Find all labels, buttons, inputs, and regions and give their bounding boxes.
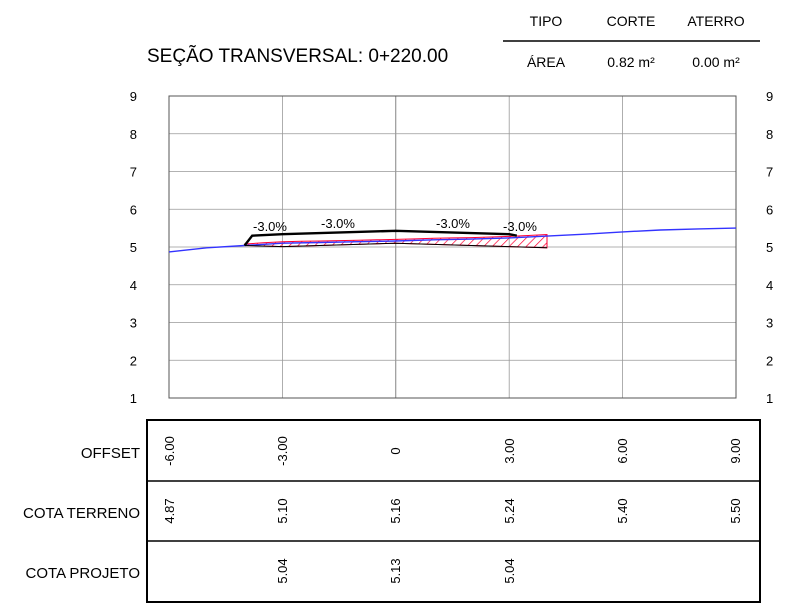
- y-tick-label-right: 2: [766, 353, 773, 368]
- cota-terreno-values: 4.87 5.10 5.16 5.24 5.40 5.50: [162, 498, 743, 523]
- slope-label-left-inner: -3.0%: [321, 216, 355, 231]
- row-label-cota-terreno: COTA TERRENO: [23, 505, 140, 522]
- cota-projeto-value: 5.04: [275, 558, 290, 583]
- y-tick-label-left: 9: [130, 89, 137, 104]
- offset-value: 6.00: [615, 438, 630, 463]
- cota-terreno-value: 5.24: [502, 498, 517, 523]
- y-tick-label-left: 8: [130, 127, 137, 142]
- offset-value: -3.00: [275, 436, 290, 466]
- data-table-frame: [146, 419, 761, 603]
- row-label-offset: OFFSET: [81, 445, 140, 462]
- y-tick-label-left: 5: [130, 240, 137, 255]
- slope-label-right-inner: -3.0%: [436, 216, 470, 231]
- cota-terreno-value: 4.87: [162, 498, 177, 523]
- offset-value: 0: [388, 447, 403, 454]
- cota-terreno-value: 5.10: [275, 498, 290, 523]
- cota-terreno-value: 5.40: [615, 498, 630, 523]
- terrain-line: [168, 227, 737, 253]
- y-tick-label-left: 2: [130, 353, 137, 368]
- y-tick-label-right: 1: [766, 391, 773, 406]
- slope-label-left-outer: -3.0%: [253, 219, 287, 234]
- cota-terreno-value: 5.50: [728, 498, 743, 523]
- summary-area-corte: 0.82 m²: [607, 54, 655, 70]
- summary-area-aterro: 0.00 m²: [692, 54, 740, 70]
- plot-frame: [168, 95, 737, 399]
- section-title: SEÇÃO TRANSVERSAL: 0+220.00: [147, 45, 448, 67]
- y-tick-label-left: 1: [130, 391, 137, 406]
- cota-projeto-value: 5.04: [502, 558, 517, 583]
- y-tick-label-left: 4: [130, 278, 137, 293]
- summary-header-corte: CORTE: [607, 13, 656, 29]
- station-data-table: OFFSET COTA TERRENO COTA PROJETO -6.00 -…: [23, 419, 761, 603]
- cota-terreno-value: 5.16: [388, 498, 403, 523]
- plot-area: [168, 95, 737, 399]
- slope-label-right-outer: -3.0%: [503, 219, 537, 234]
- y-tick-label-right: 7: [766, 165, 773, 180]
- row-label-cota-projeto: COTA PROJETO: [26, 565, 140, 582]
- y-tick-label-right: 9: [766, 89, 773, 104]
- summary-header-tipo: TIPO: [530, 13, 563, 29]
- grid-lines: [169, 96, 736, 398]
- y-tick-label-right: 6: [766, 202, 773, 217]
- y-tick-label-left: 7: [130, 165, 137, 180]
- subgrade-line: [244, 242, 548, 249]
- offset-value: 9.00: [728, 438, 743, 463]
- offset-values: -6.00 -3.00 0 3.00 6.00 9.00: [162, 436, 743, 466]
- y-tick-label-left: 3: [130, 316, 137, 331]
- area-summary-table: TIPO CORTE ATERRO ÁREA 0.82 m² 0.00 m²: [503, 13, 760, 70]
- y-axis-left: 1 2 3 4 5 6 7 8 9: [130, 89, 137, 406]
- y-tick-label-right: 5: [766, 240, 773, 255]
- y-tick-label-right: 4: [766, 278, 773, 293]
- summary-row-label-area: ÁREA: [527, 54, 566, 70]
- y-tick-label-left: 6: [130, 202, 137, 217]
- cota-projeto-value: 5.13: [388, 558, 403, 583]
- project-line: [243, 229, 518, 247]
- offset-value: -6.00: [162, 436, 177, 466]
- y-axis-right: 1 2 3 4 5 6 7 8 9: [766, 89, 773, 406]
- y-tick-label-right: 8: [766, 127, 773, 142]
- offset-value: 3.00: [502, 438, 517, 463]
- summary-header-aterro: ATERRO: [687, 13, 744, 29]
- y-tick-label-right: 3: [766, 316, 773, 331]
- cota-projeto-values: 5.04 5.13 5.04: [275, 558, 517, 583]
